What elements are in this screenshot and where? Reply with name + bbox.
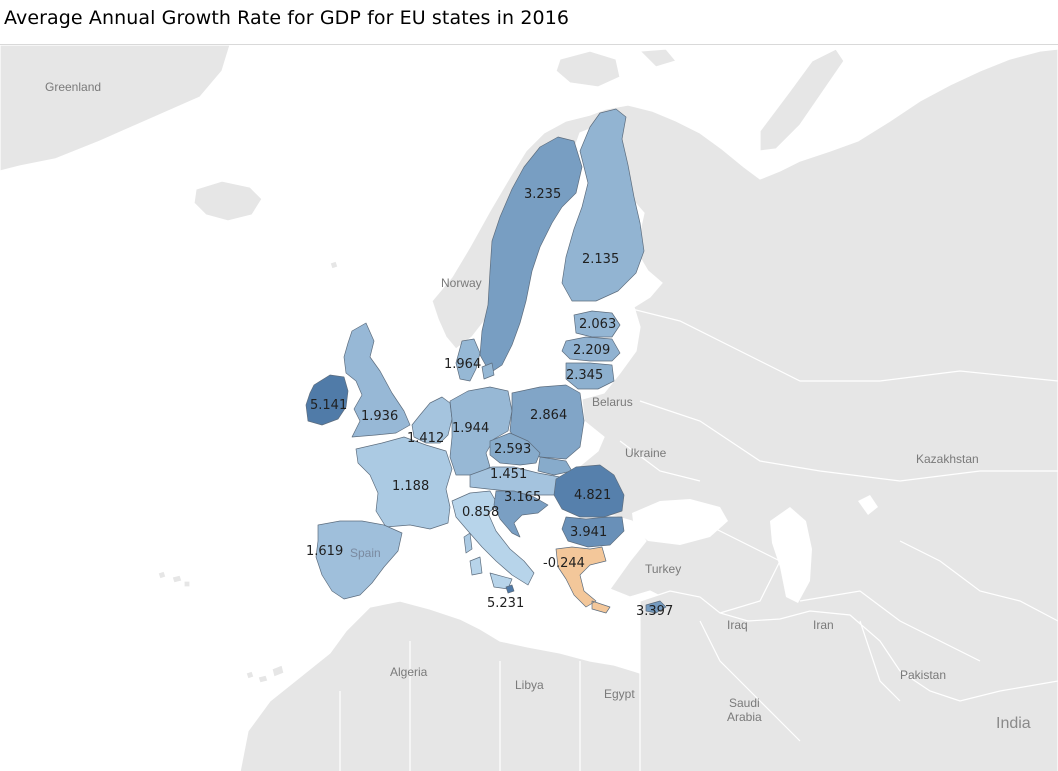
label-saudi-1: Saudi	[729, 696, 760, 710]
value-label-finland: 2.135	[582, 252, 619, 267]
region-slovakia[interactable]	[537, 456, 573, 476]
value-label-bulgaria: 3.941	[570, 525, 607, 540]
value-label-uk: 1.936	[361, 409, 398, 424]
land-svalbard	[555, 50, 621, 88]
region-romania[interactable]	[553, 464, 625, 518]
land-franz-josef	[638, 48, 678, 68]
region-iberia[interactable]	[315, 520, 403, 600]
value-label-denmark: 1.964	[444, 357, 481, 372]
value-label-estonia: 2.063	[579, 317, 616, 332]
region-denmark[interactable]	[455, 338, 495, 382]
label-algeria: Algeria	[390, 665, 428, 679]
label-kazakhstan: Kazakhstan	[916, 452, 979, 466]
region-estonia[interactable]	[573, 310, 621, 338]
land-iceland	[193, 180, 263, 222]
value-label-ireland: 5.141	[310, 398, 347, 413]
water-caspian-sea	[770, 507, 812, 603]
value-label-iberia: 1.619	[306, 544, 343, 559]
value-label-romania: 4.821	[574, 488, 611, 503]
land-middle-east	[639, 590, 1058, 771]
value-label-greece: -0.244	[543, 556, 585, 571]
region-finland[interactable]	[561, 108, 645, 302]
value-label-czechia: 2.593	[494, 442, 531, 457]
map-title: Average Annual Growth Rate for GDP for E…	[4, 7, 570, 29]
background-land	[0, 45, 1058, 771]
label-norway: Norway	[441, 276, 482, 290]
map-area[interactable]: Greenland Norway Belarus Ukraine Kazakhs…	[0, 44, 1058, 771]
label-pakistan: Pakistan	[900, 668, 946, 682]
region-malta[interactable]	[505, 584, 515, 594]
region-lithuania[interactable]	[565, 362, 615, 390]
region-corsica[interactable]	[463, 532, 473, 554]
background-labels: Greenland Norway Belarus Ukraine Kazakhs…	[45, 80, 1031, 732]
water-black-sea	[632, 499, 728, 545]
label-iran: Iran	[813, 618, 834, 632]
value-label-italy: 0.858	[462, 505, 499, 520]
region-ireland[interactable]	[305, 374, 349, 426]
value-label-poland: 2.864	[530, 408, 567, 423]
region-poland[interactable]	[509, 384, 585, 460]
value-label-germany: 1.944	[452, 421, 489, 436]
value-label-benelux: 1.412	[407, 431, 444, 446]
label-greenland: Greenland	[45, 80, 101, 94]
label-turkey: Turkey	[645, 562, 681, 576]
water-aral-sea	[858, 495, 878, 515]
value-label-latvia: 2.209	[573, 343, 610, 358]
label-egypt: Egypt	[604, 687, 635, 701]
label-india: India	[996, 715, 1031, 732]
region-croatia-slovenia[interactable]	[493, 490, 549, 538]
region-france[interactable]	[355, 436, 453, 530]
region-sweden[interactable]	[479, 136, 583, 374]
label-ukraine: Ukraine	[625, 446, 667, 460]
label-belarus: Belarus	[592, 395, 633, 409]
region-germany[interactable]	[449, 386, 513, 476]
region-latvia[interactable]	[561, 336, 621, 362]
value-label-lithuania: 2.345	[566, 368, 603, 383]
land-greenland	[0, 45, 231, 172]
land-canary	[245, 664, 285, 684]
value-label-malta: 5.231	[487, 596, 524, 611]
land-north-africa	[239, 600, 661, 771]
value-label-cyprus: 3.397	[636, 604, 673, 619]
value-labels: 3.235 2.135 2.063 2.209 2.345 1.964 5.14…	[306, 187, 673, 619]
region-czechia[interactable]	[489, 432, 541, 466]
value-label-croatia: 3.165	[504, 490, 541, 505]
land-novaya-zemlya	[759, 48, 845, 152]
eu-countries[interactable]	[305, 108, 667, 614]
label-iraq: Iraq	[727, 618, 748, 632]
borders-east	[339, 300, 1058, 771]
land-small-isles	[329, 260, 339, 270]
map-canvas[interactable]: Greenland Norway Belarus Ukraine Kazakhs…	[0, 44, 1058, 771]
value-label-sweden: 3.235	[524, 187, 561, 202]
value-label-france: 1.188	[392, 479, 429, 494]
region-bulgaria[interactable]	[561, 516, 625, 548]
region-benelux[interactable]	[411, 396, 453, 444]
region-uk[interactable]	[343, 322, 411, 438]
label-saudi-2: Arabia	[727, 710, 762, 724]
land-azores	[157, 570, 191, 588]
label-libya: Libya	[515, 678, 544, 692]
value-label-austria-hungary: 1.451	[490, 467, 527, 482]
label-spain: Spain	[350, 546, 381, 560]
region-greece[interactable]	[555, 546, 611, 614]
region-cyprus[interactable]	[645, 600, 667, 614]
